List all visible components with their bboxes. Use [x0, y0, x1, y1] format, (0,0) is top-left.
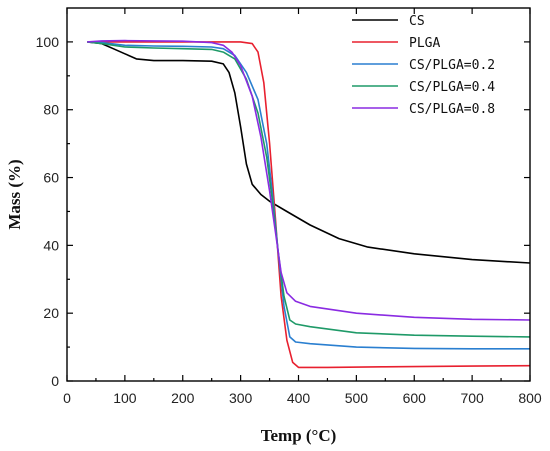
series-line-0 — [87, 41, 530, 264]
x-axis-label: Temp (°C) — [261, 426, 337, 445]
y-tick-label: 0 — [51, 373, 59, 389]
y-axis-label: Mass (%) — [5, 159, 24, 229]
tick-labels: 0 100 200 300 400 500 600 700 800 0 20 40 60 80 100 — [36, 34, 542, 406]
x-tick-label: 300 — [229, 390, 253, 406]
axis-ticks — [66, 8, 531, 382]
y-tick-label: 20 — [43, 305, 59, 321]
y-tick-label: 80 — [43, 102, 59, 118]
y-tick-label: 100 — [36, 34, 60, 50]
legend-label-4: CS/PLGA=0.8 — [409, 102, 495, 117]
series-line-3 — [87, 41, 530, 338]
x-tick-label: 700 — [460, 390, 484, 406]
x-tick-label: 200 — [171, 390, 195, 406]
series-line-2 — [87, 41, 530, 350]
y-tick-label: 60 — [43, 170, 59, 186]
legend-label-1: PLGA — [409, 36, 440, 51]
x-tick-label: 0 — [63, 390, 71, 406]
series-lines — [87, 39, 530, 369]
x-tick-label: 800 — [518, 390, 542, 406]
series-line-4 — [87, 39, 530, 321]
x-tick-label: 500 — [345, 390, 369, 406]
x-tick-label: 400 — [287, 390, 311, 406]
legend-label-0: CS — [409, 14, 425, 29]
legend-label-3: CS/PLGA=0.4 — [409, 80, 495, 95]
y-tick-label: 40 — [43, 237, 59, 253]
legend: CS PLGA CS/PLGA=0.2 CS/PLGA=0.4 CS/PLGA=0.8 — [352, 14, 495, 117]
legend-label-2: CS/PLGA=0.2 — [409, 58, 495, 73]
x-tick-label: 600 — [403, 390, 427, 406]
x-tick-label: 100 — [113, 390, 137, 406]
